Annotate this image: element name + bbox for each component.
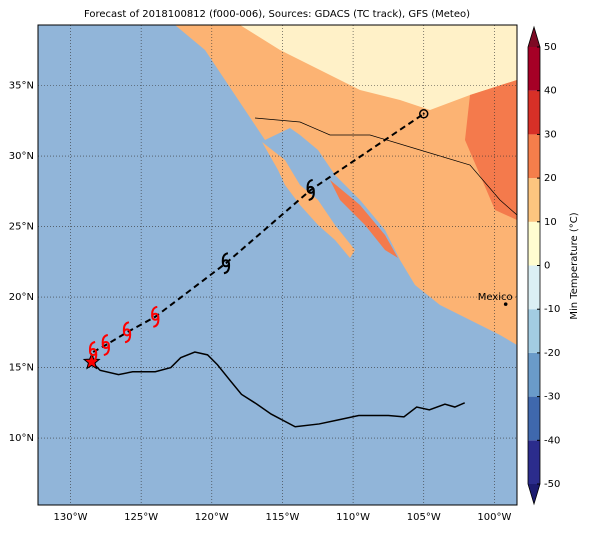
colorbar-tick-label: 10 bbox=[544, 217, 557, 228]
colorbar-tick-label: 20 bbox=[544, 173, 557, 184]
track-marker bbox=[88, 341, 98, 364]
track-marker bbox=[122, 321, 132, 344]
track-marker bbox=[101, 334, 110, 356]
colorbar-bin bbox=[528, 134, 540, 179]
map-background bbox=[38, 25, 517, 505]
colorbar-tick-label: 40 bbox=[544, 86, 557, 97]
circle-symbol bbox=[418, 109, 429, 119]
land-baja bbox=[262, 142, 355, 258]
track-marker bbox=[221, 252, 231, 275]
x-tick-label: 110°W bbox=[336, 512, 370, 523]
x-tick-label: 125°W bbox=[124, 512, 158, 523]
colorbar-tick-label: 50 bbox=[544, 42, 557, 53]
cyclone-arm bbox=[221, 252, 231, 275]
cyclone-arm bbox=[88, 341, 98, 364]
city-label: Mexico Cit bbox=[478, 292, 530, 303]
track-marker bbox=[151, 305, 160, 328]
axes-frame bbox=[37, 24, 518, 506]
y-tick-label: 10°N bbox=[9, 433, 34, 444]
y-tick-label: 20°N bbox=[9, 292, 34, 303]
land-warm bbox=[465, 80, 517, 220]
y-tick-label: 15°N bbox=[9, 363, 34, 374]
cyclone-arm bbox=[306, 178, 315, 201]
colorbar-bin bbox=[528, 221, 540, 266]
colorbar-label: Min Temperature (°C) bbox=[569, 212, 580, 319]
colorbar-extend-low bbox=[528, 484, 540, 504]
x-tick-label: 100°W bbox=[477, 512, 511, 523]
cyclone-arm bbox=[122, 321, 132, 344]
colorbar-extend-high bbox=[528, 27, 540, 47]
colorbar-bin bbox=[528, 47, 540, 91]
colorbar-bin bbox=[528, 352, 540, 397]
plot-layer: Mexico Cit bbox=[38, 25, 530, 505]
y-tick-label: 30°N bbox=[9, 151, 34, 162]
colorbar-bin bbox=[528, 396, 540, 441]
land-warm-coast bbox=[330, 180, 398, 258]
colorbar-tick-label: -50 bbox=[544, 479, 560, 490]
circle-dot bbox=[422, 112, 425, 115]
city-marker bbox=[503, 302, 508, 306]
y-tick-label: 25°N bbox=[9, 222, 34, 233]
cyclone-arm bbox=[101, 334, 110, 356]
colorbar-bin bbox=[528, 90, 540, 135]
colorbar-bin bbox=[528, 265, 540, 310]
title: Forecast of 2018100812 (f000-006), Sourc… bbox=[84, 9, 470, 20]
x-tick-label: 115°W bbox=[265, 512, 299, 523]
track-marker bbox=[418, 109, 429, 119]
observed-line bbox=[91, 351, 466, 428]
track-marker bbox=[306, 178, 315, 201]
cyclone-arm bbox=[151, 305, 160, 328]
colorbar-bin bbox=[528, 440, 540, 484]
colorbar-tick-label: -10 bbox=[544, 304, 560, 315]
x-tick-label: 120°W bbox=[195, 512, 229, 523]
colorbar-bin bbox=[528, 309, 540, 353]
colorbar-tick-label: 30 bbox=[544, 129, 557, 140]
land-cool bbox=[240, 25, 517, 110]
x-tick-label: 105°W bbox=[407, 512, 441, 523]
colorbar-tick-label: -40 bbox=[544, 435, 560, 446]
y-tick-label: 35°N bbox=[9, 81, 34, 92]
colorbar-tick-label: -20 bbox=[544, 348, 560, 359]
colorbar-tick-label: -30 bbox=[544, 392, 560, 403]
x-tick-label: 130°W bbox=[54, 512, 88, 523]
colorbar-bin bbox=[528, 178, 540, 222]
border bbox=[254, 117, 517, 216]
colorbar-tick-label: 0 bbox=[544, 261, 550, 272]
